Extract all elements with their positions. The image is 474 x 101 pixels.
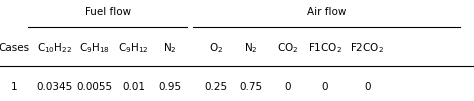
Text: F1CO$_{2}$: F1CO$_{2}$	[308, 42, 342, 55]
Text: 0.01: 0.01	[122, 82, 145, 92]
Text: 0: 0	[364, 82, 371, 92]
Text: C$_{9}$H$_{18}$: C$_{9}$H$_{18}$	[79, 42, 110, 55]
Text: Air flow: Air flow	[307, 7, 346, 17]
Text: 0.0345: 0.0345	[36, 82, 73, 92]
Text: 0.0055: 0.0055	[77, 82, 113, 92]
Text: 0: 0	[284, 82, 291, 92]
Text: F2CO$_{2}$: F2CO$_{2}$	[350, 42, 384, 55]
Text: N$_{2}$: N$_{2}$	[163, 42, 176, 55]
Text: 0: 0	[321, 82, 328, 92]
Text: 0.25: 0.25	[204, 82, 227, 92]
Text: 0.75: 0.75	[240, 82, 263, 92]
Text: C$_{9}$H$_{12}$: C$_{9}$H$_{12}$	[118, 42, 149, 55]
Text: C$_{10}$H$_{22}$: C$_{10}$H$_{22}$	[37, 42, 72, 55]
Text: Cases: Cases	[0, 43, 30, 54]
Text: N$_{2}$: N$_{2}$	[245, 42, 258, 55]
Text: 0.95: 0.95	[158, 82, 181, 92]
Text: Fuel flow: Fuel flow	[85, 7, 131, 17]
Text: 1: 1	[11, 82, 18, 92]
Text: O$_{2}$: O$_{2}$	[209, 42, 223, 55]
Text: CO$_{2}$: CO$_{2}$	[277, 42, 299, 55]
